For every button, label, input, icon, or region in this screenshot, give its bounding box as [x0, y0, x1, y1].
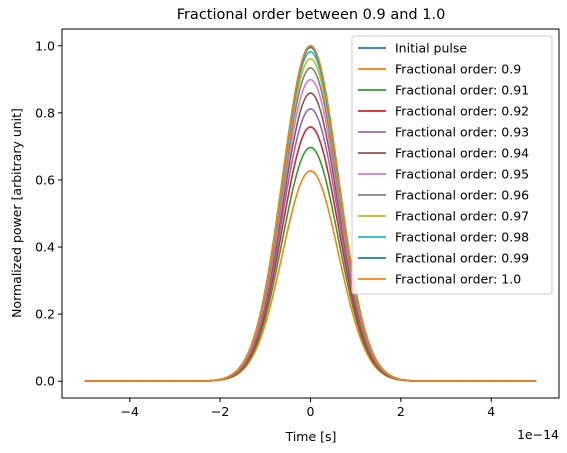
legend-entry: Initial pulse — [395, 41, 467, 56]
legend-entry: Fractional order: 0.96 — [395, 188, 529, 203]
x-axis-offset-label: 1e−14 — [517, 427, 559, 442]
legend-box — [351, 35, 553, 295]
series-line-11 — [84, 44, 537, 383]
legend-entry: Fractional order: 0.98 — [395, 230, 529, 245]
x-tick-label: 0 — [307, 404, 315, 419]
legend-entry: Fractional order: 0.95 — [395, 167, 529, 182]
y-tick-label: 0.8 — [35, 105, 55, 120]
legend-entry: Fractional order: 0.91 — [395, 83, 529, 98]
chart-title: Fractional order between 0.9 and 1.0 — [177, 7, 446, 23]
x-tick-label: −4 — [121, 404, 139, 419]
x-axis: −4 −2 0 2 4 — [121, 398, 495, 419]
legend-entry: Fractional order: 0.92 — [395, 104, 529, 119]
x-tick-label: 4 — [487, 404, 495, 419]
y-axis: 0.0 0.2 0.4 0.6 0.8 1.0 — [35, 38, 62, 389]
legend-entry: Fractional order: 0.97 — [395, 209, 529, 224]
y-tick-label: 1.0 — [35, 38, 55, 53]
legend: Initial pulse Fractional order: 0.9 Fracti… — [351, 35, 553, 295]
y-tick-label: 0.4 — [35, 240, 55, 255]
legend-entry: Fractional order: 1.0 — [395, 272, 521, 287]
y-tick-label: 0.0 — [35, 374, 55, 389]
plot-lines — [84, 44, 537, 383]
x-tick-label: −2 — [211, 404, 229, 419]
legend-entry: Fractional order: 0.9 — [395, 62, 521, 77]
y-axis-label: Normalized power [arbitrary unit] — [9, 108, 24, 318]
legend-entry: Fractional order: 0.99 — [395, 251, 529, 266]
y-tick-label: 0.2 — [35, 307, 55, 322]
x-axis-label: Time [s] — [285, 429, 337, 444]
legend-entry: Fractional order: 0.93 — [395, 125, 529, 140]
y-tick-label: 0.6 — [35, 172, 55, 187]
legend-entry: Fractional order: 0.94 — [395, 146, 529, 161]
x-tick-label: 2 — [397, 404, 405, 419]
